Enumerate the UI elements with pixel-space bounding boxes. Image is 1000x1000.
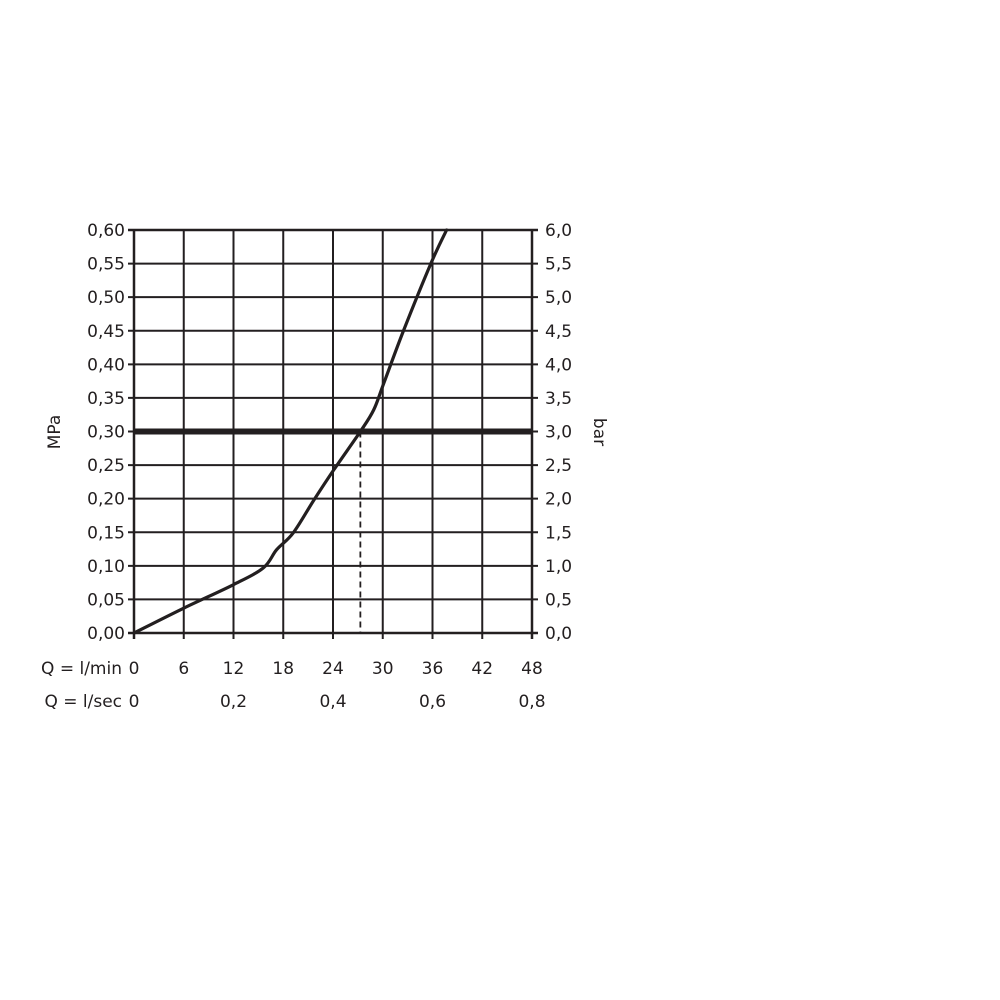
y-tick-label-right: 2,5 <box>545 456 572 476</box>
y-tick-label-left: 0,35 <box>87 389 125 409</box>
x2-tick-label: 0,4 <box>319 692 346 712</box>
y-axis-label-right: bar <box>589 418 609 446</box>
y-tick-label-left: 0,55 <box>87 255 125 275</box>
y-tick-label-right: 5,0 <box>545 288 572 308</box>
x2-tick-label: 0 <box>129 692 140 712</box>
y-tick-label-right: 5,5 <box>545 255 572 275</box>
y-tick-label-left: 0,45 <box>87 322 125 342</box>
y-tick-label-left: 0,05 <box>87 590 125 610</box>
y-tick-label-left: 0,00 <box>87 624 125 644</box>
y-tick-label-right: 1,5 <box>545 523 572 543</box>
pressure-flow-curve <box>132 228 449 635</box>
y-tick-label-left: 0,25 <box>87 456 125 476</box>
y-tick-label-right: 6,0 <box>545 221 572 241</box>
x-tick-label: 42 <box>471 659 493 679</box>
y-tick-label-left: 0,15 <box>87 523 125 543</box>
y-tick-label-left: 0,30 <box>87 423 125 443</box>
x-tick-label: 24 <box>322 659 344 679</box>
tick-labels: 0 6 12 18 24 30 36 42 48 0 0,2 0,4 0,6 0,8 0,00 0,0 0,05… <box>87 221 572 712</box>
x-tick-label: 30 <box>372 659 394 679</box>
y-tick-label-right: 2,0 <box>545 490 572 510</box>
grid <box>128 228 538 639</box>
y-tick-label-right: 0,0 <box>545 624 572 644</box>
y-tick-label-left: 0,50 <box>87 288 125 308</box>
y-tick-label-right: 0,5 <box>545 590 572 610</box>
y-tick-label-left: 0,20 <box>87 490 125 510</box>
y-axis-label-left: MPa <box>45 415 65 450</box>
y-tick-label-left: 0,10 <box>87 557 125 577</box>
y-tick-label-right: 4,0 <box>545 355 572 375</box>
x-axis-label-lmin: Q = l/min <box>41 659 122 679</box>
x2-tick-label: 0,2 <box>220 692 247 712</box>
x2-tick-label: 0,6 <box>419 692 446 712</box>
y-tick-label-right: 1,0 <box>545 557 572 577</box>
y-tick-label-right: 3,0 <box>545 423 572 443</box>
x-tick-label: 12 <box>223 659 245 679</box>
y-tick-label-right: 3,5 <box>545 389 572 409</box>
y-tick-label-right: 4,5 <box>545 322 572 342</box>
x-tick-label: 36 <box>422 659 444 679</box>
y-tick-label-left: 0,40 <box>87 355 125 375</box>
x-tick-label: 18 <box>272 659 294 679</box>
x2-tick-label: 0,8 <box>518 692 545 712</box>
x-axis-label-lsec: Q = l/sec <box>44 692 122 712</box>
x-tick-label: 48 <box>521 659 543 679</box>
marks <box>132 228 532 635</box>
x-tick-label: 6 <box>178 659 189 679</box>
y-tick-label-left: 0,60 <box>87 221 125 241</box>
x-tick-label: 0 <box>129 659 140 679</box>
